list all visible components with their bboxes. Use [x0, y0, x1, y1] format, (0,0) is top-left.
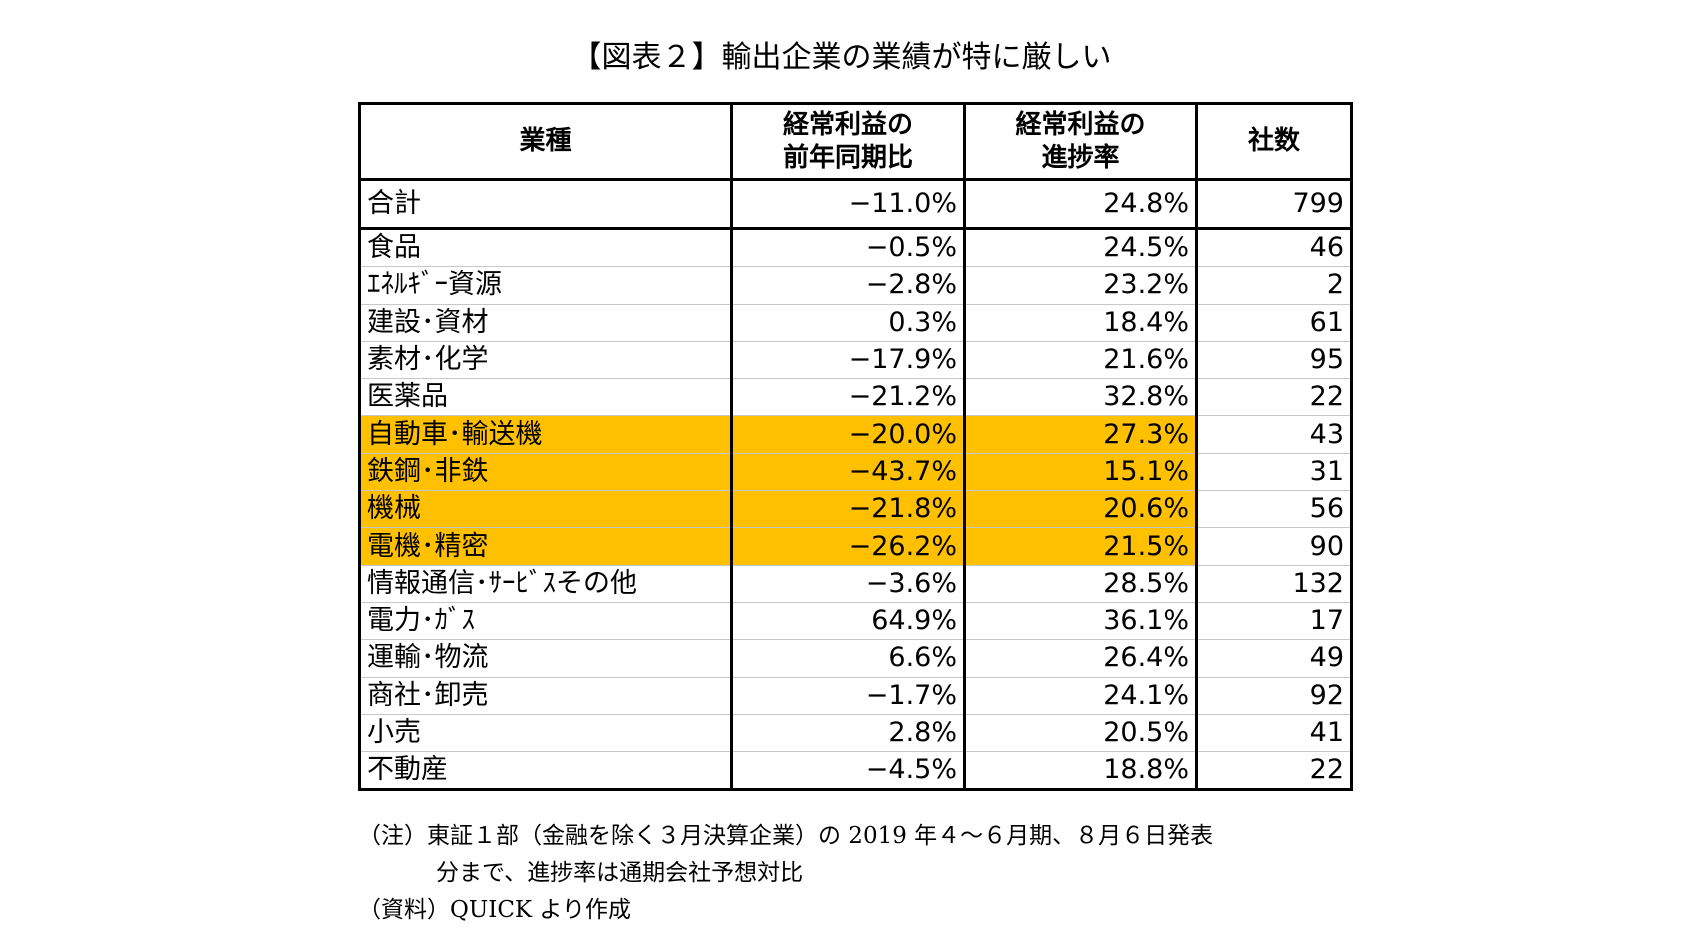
company-count: 56 — [1195, 490, 1353, 529]
table-row: 素材･化学 −17.9% 21.6% 95 — [358, 341, 1353, 380]
industry-name: 素材･化学 — [358, 341, 733, 380]
industry-name: 医薬品 — [358, 378, 733, 417]
company-count: 46 — [1195, 228, 1353, 268]
table-row: 小売 2.8% 20.5% 41 — [358, 714, 1353, 753]
header-progress-line1: 経常利益の — [1015, 109, 1146, 140]
progress-value: 15.1% — [963, 453, 1198, 492]
table-row: 自動車･輸送機 −20.0% 27.3% 43 — [358, 415, 1353, 454]
industry-name: 商社･卸売 — [358, 677, 733, 715]
total-progress: 24.8% — [963, 179, 1198, 230]
table-row: 建設･資材 0.3% 18.4% 61 — [358, 304, 1353, 342]
footnotes: （注）東証１部（金融を除く３月決算企業）の 2019 年４～６月期、８月６日発表… — [358, 818, 1213, 929]
yoy-value: −43.7% — [730, 453, 966, 492]
header-progress-line2: 進捗率 — [1041, 142, 1120, 173]
table-row: ｴﾈﾙｷﾞｰ資源 −2.8% 23.2% 2 — [358, 266, 1353, 305]
company-count: 22 — [1195, 378, 1353, 417]
note-line-1: （注）東証１部（金融を除く３月決算企業）の 2019 年４～６月期、８月６日発表 — [358, 823, 1214, 849]
progress-value: 21.5% — [963, 527, 1198, 566]
progress-value: 28.5% — [963, 565, 1198, 603]
table-row: 電力･ｶﾞｽ 64.9% 36.1% 17 — [358, 602, 1353, 641]
company-count: 49 — [1195, 639, 1353, 678]
yoy-value: 2.8% — [730, 714, 966, 753]
yoy-value: −3.6% — [730, 565, 966, 603]
yoy-value: −26.2% — [730, 527, 966, 566]
table-body: 合計 −11.0% 24.8% 799 食品 −0.5% 24.5% 46 ｴﾈﾙｷﾞｰ… — [358, 179, 1353, 792]
company-count: 17 — [1195, 602, 1353, 641]
industry-name: 建設･資材 — [358, 304, 733, 342]
header-yoy-line2: 前年同期比 — [782, 142, 913, 173]
industry-name: 情報通信･ｻｰﾋﾞｽその他 — [358, 565, 733, 603]
yoy-value: −2.8% — [730, 266, 966, 305]
yoy-value: 6.6% — [730, 639, 966, 678]
page-title: 【図表２】輸出企業の業績が特に厳しい — [571, 40, 1112, 75]
progress-value: 24.5% — [963, 228, 1198, 268]
header-progress: 経常利益の 進捗率 — [963, 102, 1198, 181]
total-name: 合計 — [358, 179, 733, 230]
industry-name: 鉄鋼･非鉄 — [358, 453, 733, 492]
industry-name: 機械 — [358, 490, 733, 529]
company-count: 90 — [1195, 527, 1353, 566]
progress-value: 20.6% — [963, 490, 1198, 529]
industry-name: 食品 — [358, 228, 733, 268]
yoy-value: −17.9% — [730, 341, 966, 380]
industry-earnings-table: 業種 経常利益の 前年同期比 経常利益の 進捗率 社数 合計 — [358, 102, 1353, 792]
table-row: 鉄鋼･非鉄 −43.7% 15.1% 31 — [358, 453, 1353, 492]
yoy-value: −4.5% — [730, 751, 966, 792]
table-row: 機械 −21.8% 20.6% 56 — [358, 490, 1353, 529]
industry-name: 不動産 — [358, 751, 733, 792]
industry-name: 運輸･物流 — [358, 639, 733, 678]
yoy-value: 0.3% — [730, 304, 966, 342]
company-count: 95 — [1195, 341, 1353, 380]
company-count: 2 — [1195, 266, 1353, 305]
company-count: 31 — [1195, 453, 1353, 492]
company-count: 22 — [1195, 751, 1353, 792]
industry-name: 小売 — [358, 714, 733, 753]
industry-name: ｴﾈﾙｷﾞｰ資源 — [358, 266, 733, 305]
table-row: 電機･精密 −26.2% 21.5% 90 — [358, 527, 1353, 566]
industry-name: 電力･ｶﾞｽ — [358, 602, 733, 641]
yoy-value: −21.8% — [730, 490, 966, 529]
header-yoy-line1: 経常利益の — [782, 109, 913, 140]
company-count: 92 — [1195, 677, 1353, 715]
company-count: 61 — [1195, 304, 1353, 342]
total-yoy: −11.0% — [730, 179, 966, 230]
progress-value: 36.1% — [963, 602, 1198, 641]
industry-name: 電機･精密 — [358, 527, 733, 566]
note-line-2: 分まで、進捗率は通期会社予想対比 — [436, 860, 804, 886]
table-row: 運輸･物流 6.6% 26.4% 49 — [358, 639, 1353, 678]
yoy-value: −21.2% — [730, 378, 966, 417]
table-header-row: 業種 経常利益の 前年同期比 経常利益の 進捗率 社数 — [358, 102, 1353, 181]
progress-value: 21.6% — [963, 341, 1198, 380]
progress-value: 20.5% — [963, 714, 1198, 753]
table-row: 不動産 −4.5% 18.8% 22 — [358, 751, 1353, 792]
progress-value: 26.4% — [963, 639, 1198, 678]
yoy-value: −20.0% — [730, 415, 966, 454]
table-row: 情報通信･ｻｰﾋﾞｽその他 −3.6% 28.5% 132 — [358, 565, 1353, 603]
progress-value: 32.8% — [963, 378, 1198, 417]
yoy-value: −1.7% — [730, 677, 966, 715]
yoy-value: 64.9% — [730, 602, 966, 641]
header-companies: 社数 — [1195, 102, 1353, 181]
source-line: （資料）QUICK より作成 — [358, 897, 631, 923]
progress-value: 24.1% — [963, 677, 1198, 715]
company-count: 41 — [1195, 714, 1353, 753]
industry-table-container: 業種 経常利益の 前年同期比 経常利益の 進捗率 社数 合計 — [358, 102, 1353, 792]
table-row: 医薬品 −21.2% 32.8% 22 — [358, 378, 1353, 417]
industry-name: 自動車･輸送機 — [358, 415, 733, 454]
yoy-value: −0.5% — [730, 228, 966, 268]
table-row-total: 合計 −11.0% 24.8% 799 — [358, 179, 1353, 230]
header-yoy: 経常利益の 前年同期比 — [730, 102, 966, 181]
progress-value: 18.4% — [963, 304, 1198, 342]
company-count: 132 — [1195, 565, 1353, 603]
total-count: 799 — [1195, 179, 1353, 230]
table-row: 商社･卸売 −1.7% 24.1% 92 — [358, 677, 1353, 715]
progress-value: 23.2% — [963, 266, 1198, 305]
company-count: 43 — [1195, 415, 1353, 454]
progress-value: 27.3% — [963, 415, 1198, 454]
header-industry: 業種 — [358, 102, 733, 181]
progress-value: 18.8% — [963, 751, 1198, 792]
table-row: 食品 −0.5% 24.5% 46 — [358, 228, 1353, 268]
